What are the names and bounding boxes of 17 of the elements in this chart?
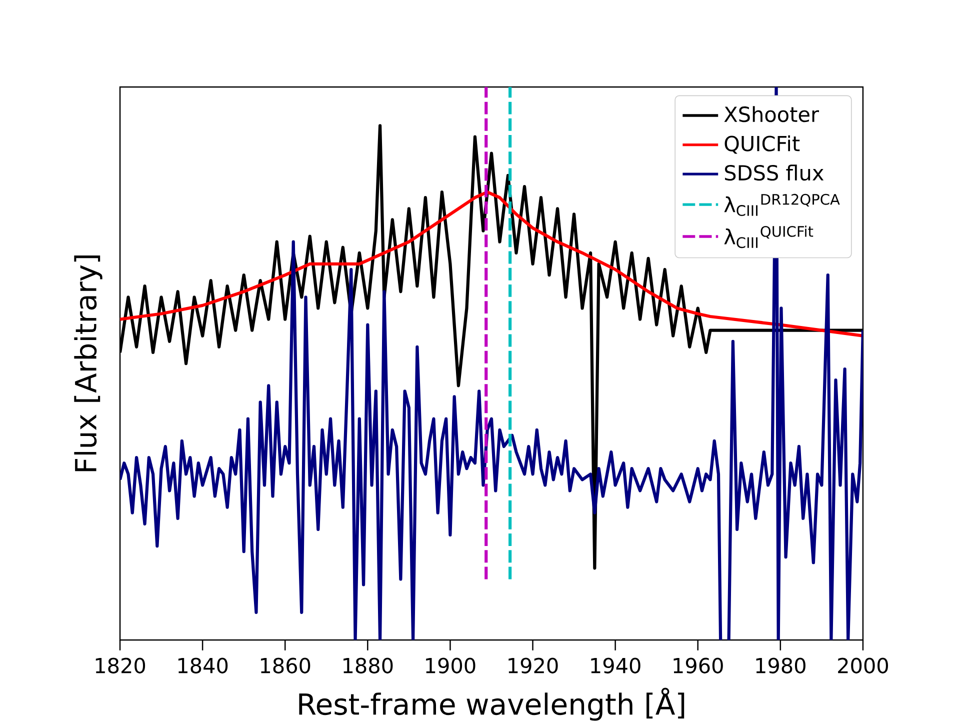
- x-tick-label: 1840: [178, 658, 228, 674]
- legend-label: λ$_{CIII}$DR12QPCA: [724, 194, 840, 216]
- x-tick-label: 1820: [96, 658, 146, 674]
- x-tick-label: 1920: [508, 658, 558, 674]
- x-tick-label: 1880: [344, 658, 393, 674]
- x-axis-title: Rest-frame wavelength [Å]: [299, 688, 684, 721]
- x-tick-label: 1900: [426, 658, 476, 674]
- legend-label: λ$_{CIII}$QUICFit: [724, 226, 814, 248]
- y-axis-title: Flux [Arbitrary]: [74, 256, 102, 472]
- x-tick-label: 1960: [674, 658, 723, 674]
- x-tick-label: 1860: [260, 658, 310, 674]
- legend-label: SDSS flux: [724, 164, 824, 181]
- legend-label: QUICFit: [724, 136, 800, 154]
- x-tick-label: 1980: [756, 658, 806, 674]
- x-tick-label: 1940: [591, 658, 640, 674]
- x-tick-label: 2000: [838, 658, 888, 674]
- legend-label: XShooter: [724, 106, 819, 122]
